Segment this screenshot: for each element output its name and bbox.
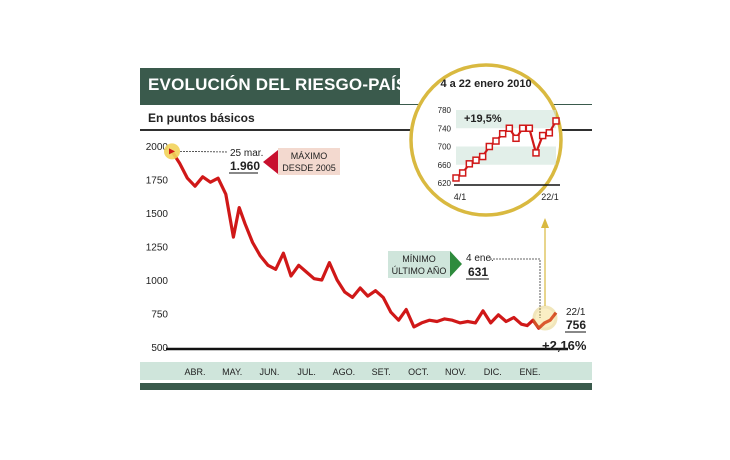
max-marker-icon [169, 148, 175, 155]
inset-point [452, 174, 460, 182]
title-bar [140, 68, 400, 104]
last-change: +2,16% [542, 338, 587, 353]
inset-change: +19,5% [464, 113, 502, 125]
inset-y-tick-label: 700 [438, 143, 452, 152]
min-note-line1: MÍNIMO [402, 254, 436, 264]
x-tick-label: ENE. [519, 367, 540, 377]
x-tick-label: SET. [372, 367, 391, 377]
inset-circle [409, 63, 563, 217]
y-tick-label: 2000 [146, 142, 169, 153]
chart-subtitle: En puntos básicos [148, 111, 255, 125]
max-note-line2: DESDE 2005 [282, 163, 336, 173]
month-band [140, 362, 592, 380]
x-tick-label: NOV. [445, 367, 466, 377]
inset-point [465, 160, 474, 168]
inset-point [492, 137, 500, 145]
inset-y-tick-label: 620 [438, 179, 452, 188]
x-tick-label: ABR. [184, 367, 205, 377]
last-value: 756 [566, 318, 586, 332]
inset-point [518, 124, 527, 132]
x-tick-label: JUN. [259, 367, 279, 377]
max-note-line1: MÁXIMO [291, 151, 328, 161]
x-tick-label: AGO. [333, 367, 356, 377]
inset-point [478, 152, 487, 161]
inset-y-tick-label: 740 [438, 124, 452, 133]
max-note-box [278, 148, 340, 175]
inset-connector-arrow-icon [541, 218, 549, 228]
min-note-line2: ÚLTIMO AÑO [392, 266, 447, 276]
y-tick-label: 1250 [146, 243, 169, 254]
y-tick-label: 500 [151, 343, 168, 354]
max-date: 25 mar. [230, 148, 263, 159]
inset-x-label-start: 4/1 [454, 192, 467, 202]
y-tick-label: 1500 [146, 209, 169, 220]
min-arrow-icon [450, 251, 462, 277]
inset-point [458, 169, 467, 177]
x-tick-label: DIC. [484, 367, 502, 377]
inset-point [525, 124, 534, 132]
bottom-bar [140, 383, 592, 390]
max-value: 1.960 [230, 159, 260, 173]
inset-point [538, 131, 547, 140]
max-leader [179, 150, 229, 153]
y-axis: 2000 1750 1500 1250 1000 750 500 [146, 142, 169, 354]
inset-point [552, 117, 560, 125]
inset-point [485, 142, 494, 151]
inset-y-tick-label: 780 [438, 106, 452, 115]
min-date: 4 ene. [466, 253, 494, 264]
inset-band [456, 110, 556, 129]
y-tick-label: 1750 [146, 176, 169, 187]
inset-point [505, 124, 514, 132]
inset-y-tick-label: 660 [438, 161, 452, 170]
min-value: 631 [468, 265, 488, 279]
x-tick-label: OCT. [408, 367, 429, 377]
min-note-box [388, 251, 450, 278]
chart-title: EVOLUCIÓN DEL RIESGO-PAÍS [148, 75, 408, 94]
y-tick-label: 1000 [146, 276, 169, 287]
jan-highlight-ring [532, 305, 558, 331]
inset-point [472, 156, 480, 164]
last-date: 22/1 [566, 307, 586, 318]
inset-point [512, 134, 520, 143]
x-axis: ABR. MAY. JUN. JUL. AGO. SET. OCT. NOV. DIC. ENE. [184, 367, 540, 377]
inset-x-label-end: 22/1 [541, 192, 559, 202]
inset-point [498, 129, 507, 138]
x-tick-label: MAY. [222, 367, 242, 377]
series-line [170, 150, 558, 330]
min-leader [490, 258, 541, 318]
inset-point [532, 149, 540, 157]
x-tick-label: JUL. [297, 367, 316, 377]
subtitle-rule [140, 129, 592, 131]
title-rule [140, 104, 592, 105]
max-arrow-icon [263, 150, 278, 174]
y-tick-label: 750 [151, 310, 168, 321]
inset-title: 4 a 22 enero 2010 [440, 78, 531, 90]
annotations: 25 mar.1.960 MÁXIMO DESDE 2005 MÍNIMO ÚLTIMO… [164, 143, 587, 353]
inset-point [545, 129, 554, 137]
